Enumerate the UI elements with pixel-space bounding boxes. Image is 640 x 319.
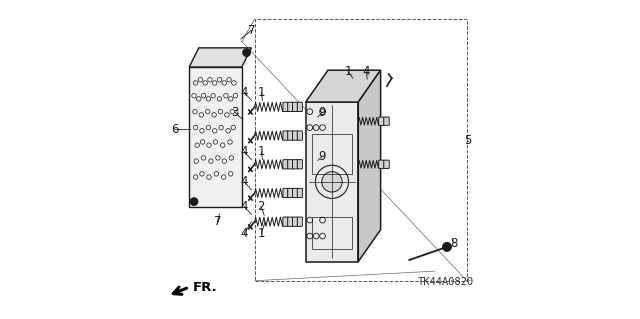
FancyBboxPatch shape <box>297 131 302 140</box>
FancyBboxPatch shape <box>297 217 302 226</box>
FancyBboxPatch shape <box>384 160 389 168</box>
Bar <box>312 134 352 174</box>
Circle shape <box>190 198 198 205</box>
Text: 7: 7 <box>248 24 255 37</box>
FancyBboxPatch shape <box>288 188 293 197</box>
Text: 5: 5 <box>464 135 472 147</box>
FancyBboxPatch shape <box>283 217 288 226</box>
Text: 4: 4 <box>241 200 248 213</box>
Text: 1: 1 <box>257 227 265 240</box>
Text: 1: 1 <box>257 145 265 158</box>
Text: FR.: FR. <box>193 281 217 294</box>
FancyBboxPatch shape <box>288 217 293 226</box>
FancyBboxPatch shape <box>292 217 298 226</box>
FancyBboxPatch shape <box>283 160 288 169</box>
Text: 9: 9 <box>319 106 326 119</box>
Polygon shape <box>358 70 381 262</box>
FancyBboxPatch shape <box>384 117 389 125</box>
Bar <box>189 67 242 207</box>
Text: 3: 3 <box>231 106 239 119</box>
Bar <box>255 19 467 281</box>
Text: 6: 6 <box>171 123 179 136</box>
Text: 7: 7 <box>214 215 221 228</box>
Text: 2: 2 <box>257 200 265 213</box>
Text: 4: 4 <box>362 65 370 78</box>
Text: 4: 4 <box>241 86 248 99</box>
Polygon shape <box>306 70 381 102</box>
FancyBboxPatch shape <box>379 160 384 168</box>
FancyBboxPatch shape <box>288 160 293 169</box>
FancyBboxPatch shape <box>292 102 298 111</box>
FancyBboxPatch shape <box>292 160 298 169</box>
Text: 9: 9 <box>319 150 326 163</box>
FancyBboxPatch shape <box>297 188 302 197</box>
FancyBboxPatch shape <box>283 131 288 140</box>
FancyBboxPatch shape <box>288 102 293 111</box>
Text: 1: 1 <box>344 65 352 78</box>
FancyBboxPatch shape <box>379 117 384 125</box>
Text: 4: 4 <box>241 227 248 240</box>
FancyBboxPatch shape <box>292 131 298 140</box>
FancyBboxPatch shape <box>297 160 302 169</box>
Text: TK44A0820: TK44A0820 <box>418 277 474 287</box>
FancyBboxPatch shape <box>283 102 288 111</box>
Circle shape <box>243 49 250 56</box>
Text: 4: 4 <box>241 145 248 158</box>
Circle shape <box>322 172 342 192</box>
Polygon shape <box>189 48 252 67</box>
FancyBboxPatch shape <box>283 188 288 197</box>
Circle shape <box>442 242 451 251</box>
Text: 1: 1 <box>257 86 265 99</box>
FancyBboxPatch shape <box>297 102 302 111</box>
Bar <box>312 217 352 249</box>
FancyBboxPatch shape <box>292 188 298 197</box>
Text: 8: 8 <box>451 237 458 249</box>
FancyBboxPatch shape <box>288 131 293 140</box>
Bar <box>306 102 358 262</box>
Text: 4: 4 <box>241 175 248 188</box>
